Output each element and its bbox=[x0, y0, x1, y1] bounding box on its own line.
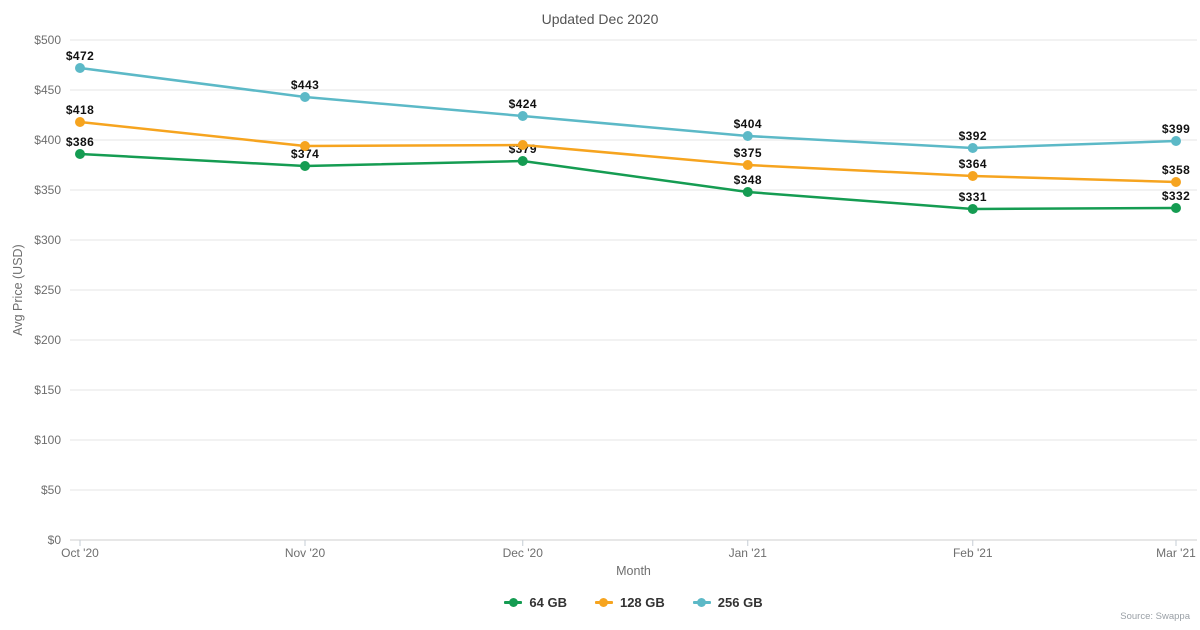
data-point bbox=[1171, 136, 1181, 146]
data-point bbox=[75, 63, 85, 73]
svg-text:Jan '21: Jan '21 bbox=[729, 546, 768, 560]
legend-marker-256gb-icon bbox=[692, 598, 711, 608]
legend-label-64gb: 64 GB bbox=[529, 595, 567, 610]
x-axis-title: Month bbox=[616, 564, 651, 578]
svg-text:Feb '21: Feb '21 bbox=[953, 546, 993, 560]
data-label: $332 bbox=[1162, 189, 1190, 203]
series-128-gb: $418 $375 $364 $358 bbox=[66, 103, 1190, 187]
svg-text:$150: $150 bbox=[34, 383, 61, 397]
data-point bbox=[300, 92, 311, 102]
data-point bbox=[517, 111, 528, 121]
series-256-gb: $472 $443 $424 $404 $392 $399 bbox=[66, 49, 1190, 153]
data-point bbox=[517, 140, 528, 150]
svg-text:$350: $350 bbox=[34, 183, 61, 197]
svg-text:Dec '20: Dec '20 bbox=[503, 546, 544, 560]
data-label: $358 bbox=[1162, 163, 1190, 177]
data-point bbox=[300, 161, 311, 171]
svg-text:$50: $50 bbox=[41, 483, 61, 497]
legend-item-256gb[interactable]: 256 GB bbox=[692, 595, 763, 610]
legend-item-64gb[interactable]: 64 GB bbox=[504, 595, 567, 610]
data-label: $472 bbox=[66, 49, 94, 63]
legend-item-128gb[interactable]: 128 GB bbox=[594, 595, 665, 610]
legend-label-256gb: 256 GB bbox=[717, 595, 763, 610]
source-credit: Source: Swappa bbox=[1120, 611, 1190, 622]
data-label: $375 bbox=[734, 146, 762, 160]
data-point bbox=[967, 171, 978, 181]
data-label: $374 bbox=[291, 147, 319, 161]
gridlines bbox=[70, 39, 1197, 541]
svg-text:$100: $100 bbox=[34, 433, 61, 447]
data-label: $404 bbox=[734, 117, 762, 131]
data-point bbox=[1171, 177, 1181, 187]
svg-text:$450: $450 bbox=[34, 83, 61, 97]
y-tick-labels: $0 $50 $100 $150 $200 $250 $300 $350 $400 $450 $50… bbox=[34, 33, 61, 547]
data-point bbox=[517, 156, 528, 166]
data-point bbox=[742, 160, 753, 170]
svg-text:Nov '20: Nov '20 bbox=[285, 546, 326, 560]
legend-marker-64gb-icon bbox=[504, 598, 523, 608]
data-label: $443 bbox=[291, 78, 319, 92]
data-label: $392 bbox=[959, 129, 987, 143]
legend: 64 GB 128 GB 256 GB bbox=[70, 595, 1197, 610]
svg-text:$200: $200 bbox=[34, 333, 61, 347]
svg-text:$300: $300 bbox=[34, 233, 61, 247]
x-tick-labels: Oct '20 Nov '20 Dec '20 Jan '21 Feb '21 Mar '… bbox=[61, 540, 1196, 560]
data-point bbox=[967, 204, 978, 214]
svg-text:Oct '20: Oct '20 bbox=[61, 546, 99, 560]
data-label: $386 bbox=[66, 135, 94, 149]
svg-text:$250: $250 bbox=[34, 283, 61, 297]
legend-marker-128gb-icon bbox=[594, 598, 613, 608]
data-point bbox=[75, 149, 85, 159]
legend-label-128gb: 128 GB bbox=[619, 595, 665, 610]
svg-text:Mar '21: Mar '21 bbox=[1156, 546, 1196, 560]
svg-text:$0: $0 bbox=[48, 533, 62, 547]
data-point bbox=[742, 187, 753, 197]
data-label: $399 bbox=[1162, 122, 1190, 136]
data-label: $348 bbox=[734, 173, 762, 187]
svg-text:$500: $500 bbox=[34, 33, 61, 47]
data-point bbox=[742, 131, 753, 141]
data-point bbox=[967, 143, 978, 153]
data-label: $331 bbox=[959, 190, 987, 204]
data-label: $418 bbox=[66, 103, 94, 117]
data-label: $424 bbox=[509, 97, 537, 111]
data-point bbox=[75, 117, 85, 127]
chart-title: Updated Dec 2020 bbox=[541, 11, 659, 27]
data-label: $364 bbox=[959, 157, 987, 171]
svg-text:$400: $400 bbox=[34, 133, 61, 147]
data-point bbox=[300, 141, 311, 151]
data-point bbox=[1171, 203, 1181, 213]
